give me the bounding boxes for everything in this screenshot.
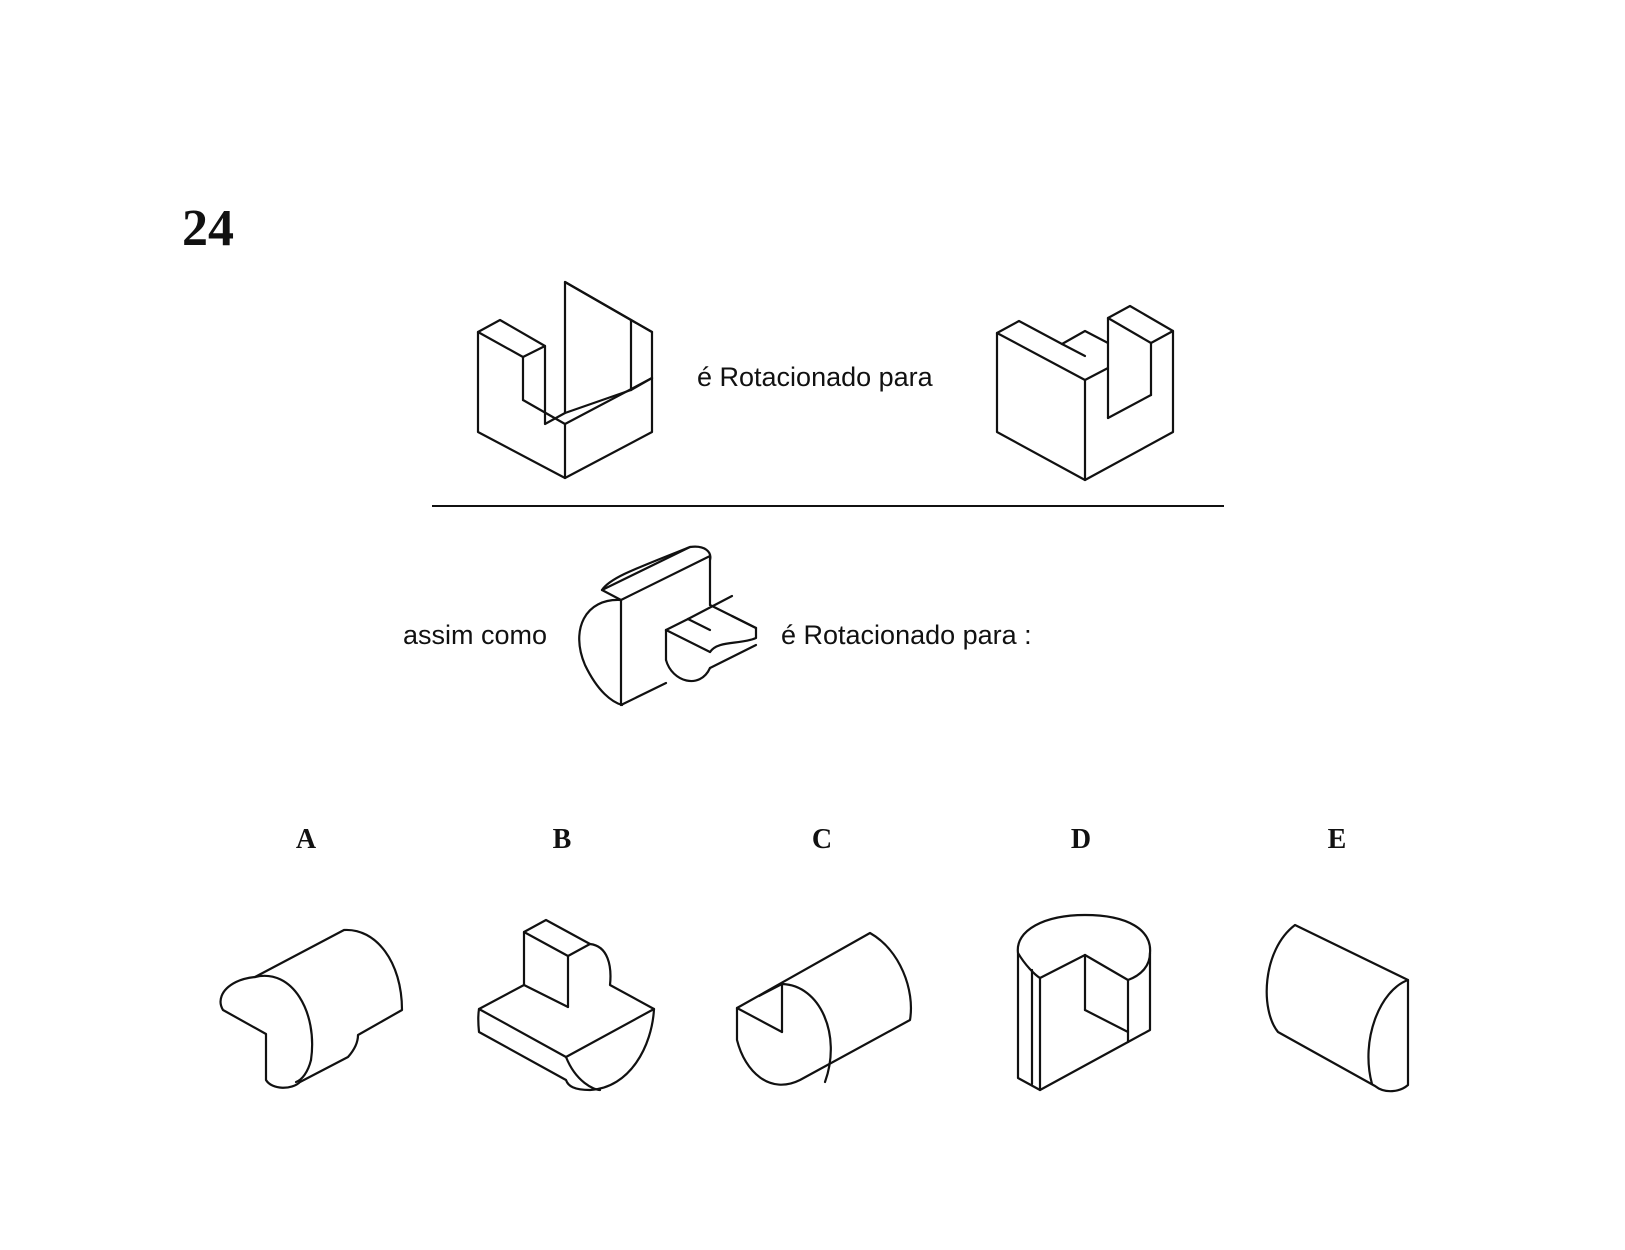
problem-source-shape <box>578 545 758 707</box>
question-number: 24 <box>182 200 234 257</box>
example-relation-text: é Rotacionado para <box>697 362 933 392</box>
option-e-shape <box>1265 923 1410 1093</box>
option-d-label[interactable]: D <box>1070 824 1092 855</box>
option-c-label[interactable]: C <box>811 824 833 855</box>
option-a-label[interactable]: A <box>295 824 317 855</box>
option-a-shape <box>219 928 404 1089</box>
example-target-shape <box>995 304 1175 482</box>
option-b-shape <box>477 918 656 1092</box>
option-c-shape <box>735 931 912 1086</box>
problem-prefix-text: assim como <box>403 620 548 650</box>
example-source-shape <box>476 280 654 480</box>
option-d-shape <box>1016 913 1152 1092</box>
problem-relation-text: é Rotacionado para : <box>781 620 1032 650</box>
option-b-label[interactable]: B <box>552 824 572 855</box>
divider-line <box>432 505 1224 507</box>
option-e-label[interactable]: E <box>1327 824 1347 855</box>
